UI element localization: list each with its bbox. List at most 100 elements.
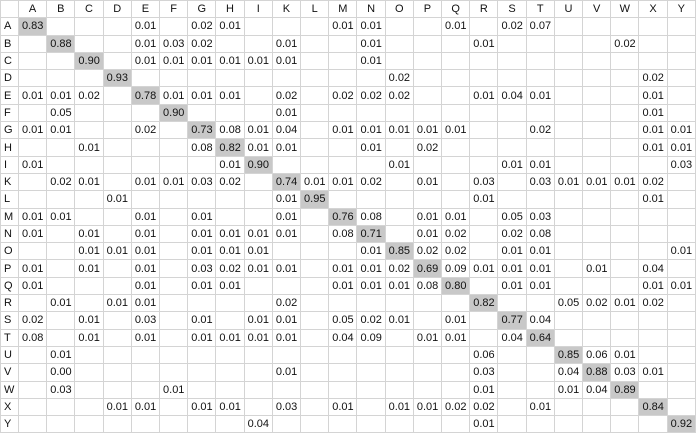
- cell: [159, 276, 189, 296]
- cell: [102, 415, 132, 433]
- cell: 0.04: [582, 380, 612, 399]
- cell: [582, 138, 612, 157]
- cell: [582, 311, 612, 330]
- cell: 0.01: [215, 155, 245, 174]
- cell: [74, 34, 104, 53]
- cell: [17, 380, 48, 399]
- cell: [243, 207, 273, 226]
- cell: 0.01: [666, 121, 696, 140]
- cell: [159, 224, 189, 244]
- cell: 0.03: [159, 34, 189, 53]
- cell: 0.01: [525, 397, 555, 417]
- cell: 0.77: [497, 311, 527, 330]
- cell: 0.01: [130, 294, 161, 313]
- cell: [553, 259, 584, 278]
- cell: [271, 69, 302, 88]
- cell: 0.90: [74, 51, 104, 71]
- cell: [384, 224, 414, 244]
- cell: [497, 397, 527, 417]
- cell: [215, 380, 245, 399]
- cell: 0.01: [525, 242, 555, 261]
- cell: 0.01: [46, 345, 76, 365]
- cell: 0.02: [74, 86, 104, 105]
- cell: [300, 415, 330, 433]
- cell: [666, 103, 696, 123]
- table-row: O 0.01 0.01 0.01 0.01 0.01 0.01 0.01 0.85 0.02 0.0…: [0, 242, 696, 261]
- cell: [610, 190, 640, 209]
- cell: 0.01: [582, 172, 612, 192]
- column-header: N: [356, 0, 386, 19]
- cell: 0.01: [384, 397, 414, 417]
- row-header: N: [0, 224, 19, 244]
- cell: [102, 86, 132, 105]
- column-header: F: [159, 0, 189, 19]
- cell: [356, 397, 386, 417]
- cell: 0.01: [17, 155, 48, 174]
- cell: 0.01: [356, 17, 386, 36]
- cell: [215, 415, 245, 433]
- cell: [525, 294, 555, 313]
- cell: 0.01: [469, 86, 499, 105]
- cell: [553, 103, 584, 123]
- cell: 0.01: [243, 311, 273, 330]
- cell: 0.01: [215, 276, 245, 296]
- cell: [469, 328, 499, 347]
- cell: [638, 328, 668, 347]
- cell: 0.08: [525, 224, 555, 244]
- cell: [328, 103, 358, 123]
- row-header: L: [0, 190, 19, 209]
- cell: [553, 138, 584, 157]
- cell: [159, 138, 189, 157]
- cell: 0.02: [46, 172, 76, 192]
- cell: 0.01: [469, 259, 499, 278]
- cell: [159, 311, 189, 330]
- cell: 0.01: [17, 259, 48, 278]
- column-header: M: [328, 0, 358, 19]
- cell: [328, 415, 358, 433]
- cell: [553, 69, 584, 88]
- cell: [610, 86, 640, 105]
- cell: [553, 51, 584, 71]
- table-row: H 0.01 0.08 0.82 0.01 0.01 0.01 0.02 0.01 0.01: [0, 138, 696, 157]
- cell: 0.02: [384, 69, 414, 88]
- row-header: Q: [0, 276, 19, 296]
- cell: [356, 190, 386, 209]
- cell: [553, 34, 584, 53]
- cell: [46, 311, 76, 330]
- cell: [102, 328, 132, 347]
- cell: 0.01: [469, 380, 499, 399]
- cell: [356, 345, 386, 365]
- cell: 0.01: [384, 121, 414, 140]
- cell: 0.05: [553, 294, 584, 313]
- cell: 0.03: [666, 155, 696, 174]
- table-row: Y 0.04 0.01 0.92: [0, 415, 696, 433]
- cell: 0.01: [130, 34, 161, 53]
- cell: 0.85: [384, 242, 414, 261]
- column-header: K: [271, 0, 302, 19]
- cell: 0.01: [638, 276, 668, 296]
- cell: [300, 138, 330, 157]
- row-header: O: [0, 242, 19, 261]
- cell: 0.01: [159, 380, 189, 399]
- row-header: T: [0, 328, 19, 347]
- table-row: B 0.88 0.01 0.03 0.02 0.01 0.01 0.01 0.02: [0, 34, 696, 53]
- cell: 0.64: [525, 328, 555, 347]
- cell: 0.03: [469, 172, 499, 192]
- cell: [243, 294, 273, 313]
- cell: [102, 207, 132, 226]
- cell: 0.08: [17, 328, 48, 347]
- cell: 0.02: [384, 86, 414, 105]
- table-row: N 0.01 0.01 0.01 0.01 0.01 0.01 0.01 0.08 0.71 0.0…: [0, 224, 696, 244]
- cell: [102, 103, 132, 123]
- cell: [469, 224, 499, 244]
- cell: [17, 172, 48, 192]
- cell: 0.01: [102, 190, 132, 209]
- cell: [441, 363, 471, 382]
- cell: 0.01: [215, 397, 245, 417]
- cell: 0.01: [130, 397, 161, 417]
- cell: [271, 380, 302, 399]
- cell: [243, 345, 273, 365]
- cell: [215, 207, 245, 226]
- cell: 0.80: [441, 276, 471, 296]
- column-header: W: [610, 0, 640, 19]
